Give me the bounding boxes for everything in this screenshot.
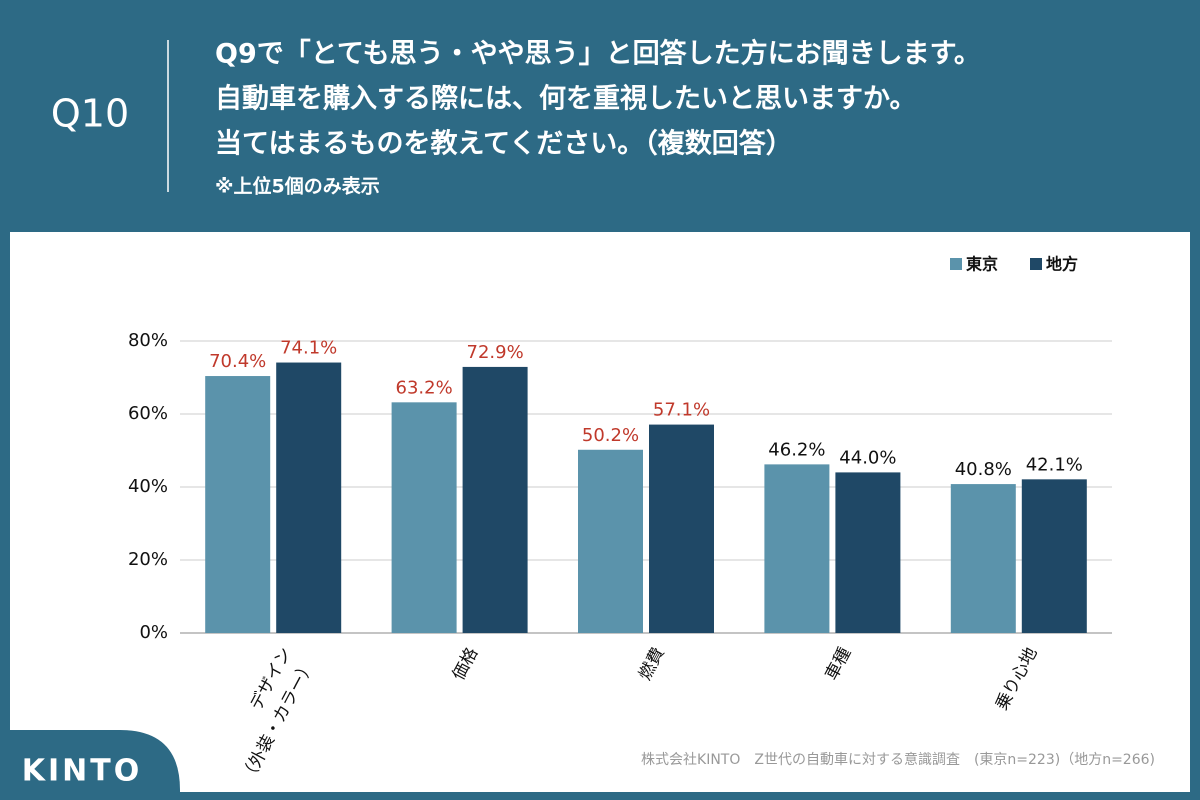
bar [649, 424, 714, 633]
legend-label: 東京 [966, 255, 998, 274]
bar [835, 472, 901, 633]
bar [1021, 479, 1087, 633]
bar [391, 402, 457, 633]
question-line: 当てはまるものを教えてください。（複数回答） [215, 128, 793, 160]
bar [276, 362, 342, 633]
value-label: 42.1% [1026, 454, 1083, 475]
y-tick-label: 0% [139, 622, 168, 643]
question-line: Q9で「とても思う・やや思う」と回答した方にお聞きします。 [215, 38, 981, 70]
y-tick-label: 80% [128, 330, 168, 351]
y-tick-label: 60% [128, 403, 168, 424]
note: ※上位5個のみ表示 [215, 175, 380, 198]
value-label: 57.1% [653, 400, 710, 421]
legend-swatch [950, 258, 962, 270]
logo-backdrop [0, 730, 180, 800]
value-label: 74.1% [280, 338, 337, 359]
question-line: 自動車を購入する際には、何を重視したいと思いますか。 [215, 83, 916, 115]
value-label: 46.2% [768, 439, 825, 460]
value-label: 72.9% [467, 342, 524, 363]
question-number: Q10 [51, 92, 129, 136]
bar [205, 376, 271, 633]
y-tick-label: 20% [128, 549, 168, 570]
value-label: 50.2% [582, 425, 639, 446]
value-label: 40.8% [955, 459, 1012, 480]
bar [462, 366, 528, 633]
source: 株式会社KINTO Z世代の自動車に対する意識調査 (東京n=223)（地方n=… [641, 751, 1155, 768]
bar [950, 484, 1016, 633]
value-label: 70.4% [209, 351, 266, 372]
y-tick-label: 40% [128, 476, 168, 497]
value-label: 63.2% [396, 377, 453, 398]
bar [578, 449, 643, 633]
bar [764, 464, 830, 633]
value-label: 44.0% [839, 447, 896, 468]
legend-swatch [1030, 258, 1042, 270]
legend-label: 地方 [1046, 255, 1078, 274]
logo: KINTO [22, 754, 142, 789]
